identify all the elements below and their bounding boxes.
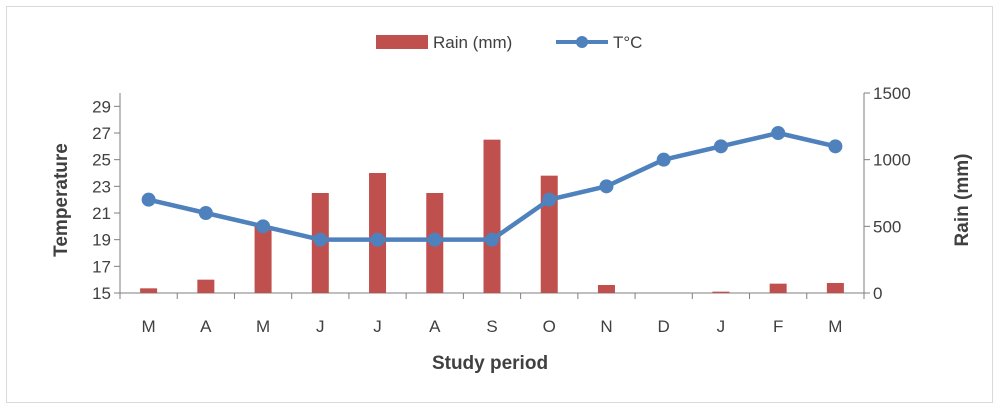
y-tick-label: 23	[92, 177, 111, 196]
x-tick-label: O	[543, 317, 556, 336]
rain-bar	[597, 285, 615, 293]
legend-temp-marker	[576, 36, 588, 48]
legend: Rain (mm) T°C	[376, 33, 642, 52]
temperature-point	[771, 126, 786, 140]
x-tick-label: D	[658, 317, 670, 336]
x-tick-label: J	[316, 317, 325, 336]
x-tick-label: A	[200, 317, 212, 336]
y2-tick-label: 1500	[873, 84, 911, 103]
temperature-point	[542, 192, 557, 207]
rain-bar	[197, 279, 215, 293]
rain-bar	[140, 288, 158, 293]
y-tick-label: 15	[92, 284, 111, 303]
legend-temp-label: T°C	[613, 33, 642, 52]
temperature-point	[828, 139, 843, 154]
y-tick-label: 21	[92, 204, 111, 223]
temperature-point	[485, 232, 499, 247]
temperature-point	[599, 179, 614, 194]
temperature-point	[141, 192, 156, 207]
y2-tick-label: 500	[873, 217, 901, 236]
temperature-point	[198, 206, 213, 220]
y2-axis-title: Rain (mm)	[952, 154, 973, 247]
y-tick-label: 25	[92, 151, 111, 170]
x-tick-label: M	[256, 317, 270, 336]
x-tick-label: J	[373, 317, 382, 336]
rain-bar	[254, 226, 272, 293]
legend-rain-label: Rain (mm)	[433, 33, 512, 52]
x-tick-label: M	[142, 317, 156, 336]
x-tick-label: A	[429, 317, 441, 336]
x-tick-label: S	[486, 317, 497, 336]
x-tick-label: M	[828, 317, 842, 336]
rain-bar	[483, 139, 501, 293]
legend-rain-swatch	[376, 35, 428, 49]
temperature-point	[713, 139, 728, 154]
y2-tick-label: 1000	[873, 151, 911, 170]
x-tick-label: F	[773, 317, 783, 336]
y-tick-label: 29	[92, 97, 111, 116]
rain-bar	[769, 283, 787, 293]
axes-layer: 15 17 19 21 23 25 27 29 0 500 1000 1500 M A M J J A S O N D J F…	[92, 84, 911, 336]
temperature-point	[370, 232, 385, 247]
y2-tick-label: 0	[873, 284, 882, 303]
rain-bar	[826, 283, 844, 293]
temperature-point	[427, 232, 442, 247]
rain-bars	[140, 139, 844, 293]
y-tick-label: 27	[92, 124, 111, 143]
y-tick-label: 17	[92, 257, 111, 276]
rain-bar	[712, 291, 730, 293]
temperature-point	[313, 232, 328, 247]
x-tick-label: J	[717, 317, 726, 336]
temperature-line	[141, 126, 843, 247]
temperature-point	[256, 219, 271, 234]
temperature-point	[656, 152, 671, 167]
x-tick-label: N	[600, 317, 612, 336]
y-axis-title: Temperature	[51, 143, 72, 257]
x-axis-title: Study period	[432, 353, 548, 374]
y-tick-label: 19	[92, 231, 111, 250]
